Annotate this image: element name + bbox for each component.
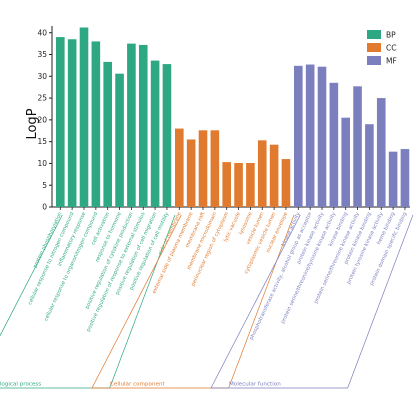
y-tick-label: 20 [37, 115, 47, 124]
y-tick-label: 35 [37, 50, 47, 59]
legend-label: MF [386, 57, 397, 66]
bar-mf [294, 65, 303, 207]
bar-cc [210, 130, 220, 207]
group-label: Molecular function [229, 382, 281, 388]
y-tick-label: 40 [37, 28, 47, 37]
y-tick-label: 30 [37, 72, 47, 81]
bar-mf [317, 66, 327, 207]
bar-cc [222, 162, 231, 207]
bar-bp [79, 27, 89, 207]
group-brackets: Biological process Cellular component Mole… [0, 214, 414, 389]
legend: BP CC MF [367, 30, 397, 66]
y-tick-label: 0 [42, 203, 47, 212]
bar-cc [198, 130, 208, 207]
bar-mf [376, 98, 386, 207]
y-tick-label: 5 [42, 181, 47, 190]
group-label: Cellular component [110, 382, 166, 388]
bar-bp [115, 73, 124, 208]
bar-mf [329, 82, 339, 207]
bar-bp [138, 44, 148, 207]
bar-bp [56, 37, 65, 208]
bar-mf [353, 86, 362, 207]
y-tick-label: 25 [37, 94, 47, 103]
bar-bp [67, 39, 77, 207]
bar-bp [150, 60, 160, 207]
bar-bp [103, 61, 112, 208]
legend-swatch [367, 43, 381, 52]
bar-bp [162, 64, 172, 207]
group-label: Biological process [0, 382, 41, 388]
legend-swatch [367, 56, 381, 65]
bar-bp [127, 43, 136, 207]
bar-cc [257, 140, 267, 207]
bar-mf [341, 117, 350, 207]
group-bracket-cc [91, 214, 295, 389]
bar-bp [91, 41, 101, 207]
legend-swatch [367, 30, 381, 39]
legend-label: BP [386, 31, 396, 40]
bar-cc [269, 144, 279, 207]
bar-cc [234, 162, 243, 207]
bar-cc [281, 159, 291, 207]
bar-cc [246, 162, 255, 207]
group-bracket-bp [0, 214, 176, 389]
group-bracket-mf [210, 214, 414, 389]
bar-mf [388, 151, 398, 207]
bars [56, 27, 410, 208]
bar-mf [305, 64, 315, 208]
y-tick-label: 15 [37, 137, 47, 146]
y-axis-label: LogP [25, 108, 40, 139]
y-tick-label: 10 [37, 159, 47, 168]
bar-mf [365, 124, 374, 207]
bar-cc [175, 128, 184, 207]
bar-cc [186, 139, 196, 207]
bar-mf [400, 149, 410, 207]
legend-label: CC [386, 44, 396, 53]
